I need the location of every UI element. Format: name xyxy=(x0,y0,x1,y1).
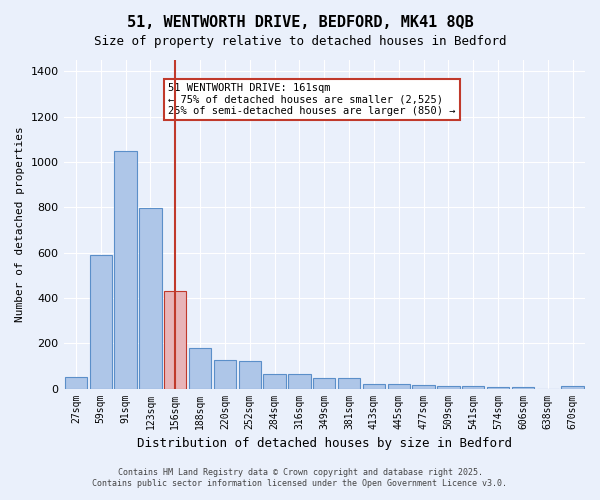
Bar xyxy=(313,378,335,388)
Text: 51, WENTWORTH DRIVE, BEDFORD, MK41 8QB: 51, WENTWORTH DRIVE, BEDFORD, MK41 8QB xyxy=(127,15,473,30)
X-axis label: Distribution of detached houses by size in Bedford: Distribution of detached houses by size … xyxy=(137,437,512,450)
Bar xyxy=(437,386,460,388)
Text: Contains HM Land Registry data © Crown copyright and database right 2025.
Contai: Contains HM Land Registry data © Crown c… xyxy=(92,468,508,487)
Bar xyxy=(388,384,410,388)
Bar xyxy=(239,362,261,388)
Bar xyxy=(164,291,187,388)
Bar xyxy=(338,378,360,388)
Bar xyxy=(115,150,137,388)
Bar xyxy=(89,255,112,388)
Text: Size of property relative to detached houses in Bedford: Size of property relative to detached ho… xyxy=(94,35,506,48)
Bar xyxy=(189,348,211,389)
Bar xyxy=(412,385,435,388)
Bar xyxy=(65,377,87,388)
Bar xyxy=(562,386,584,388)
Bar xyxy=(288,374,311,388)
Bar xyxy=(139,208,161,388)
Bar xyxy=(214,360,236,388)
Y-axis label: Number of detached properties: Number of detached properties xyxy=(15,126,25,322)
Bar xyxy=(363,384,385,388)
Bar xyxy=(462,386,484,388)
Text: 51 WENTWORTH DRIVE: 161sqm
← 75% of detached houses are smaller (2,525)
25% of s: 51 WENTWORTH DRIVE: 161sqm ← 75% of deta… xyxy=(168,83,455,116)
Bar xyxy=(263,374,286,388)
